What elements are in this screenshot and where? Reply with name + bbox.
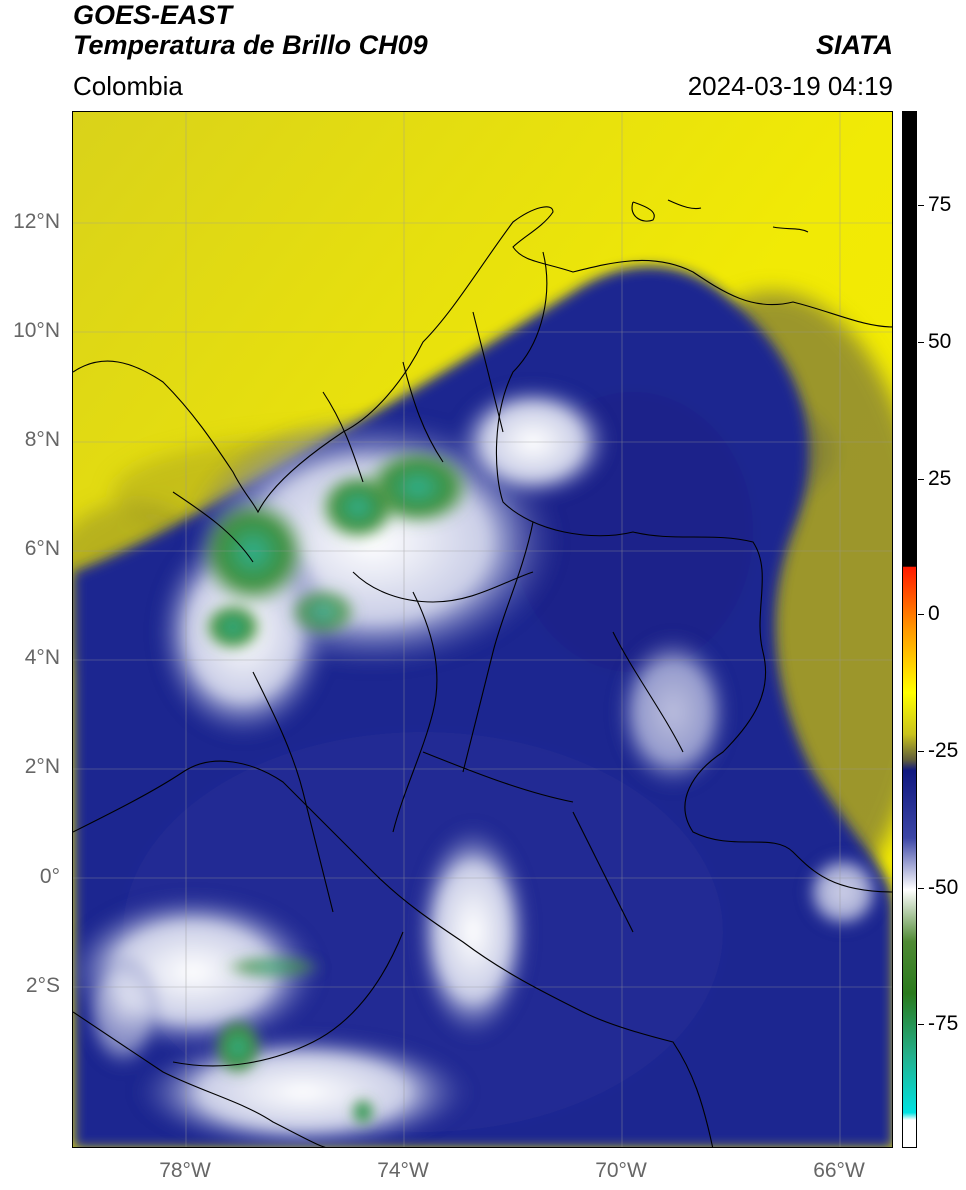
colorbar-label-minus25: -25 [928, 739, 959, 762]
lon-label-66w: 66°W [813, 1159, 865, 1182]
colorbar-tick-0 [918, 614, 924, 615]
lat-label-0: 0° [39, 865, 60, 888]
lat-label-2s: 2°S [25, 974, 60, 997]
colorbar-tick-25 [918, 479, 924, 480]
map-canvas [73, 112, 892, 1147]
timestamp-label: 2024-03-19 04:19 [687, 71, 893, 101]
colorbar-tick-minus50 [918, 888, 924, 889]
lon-label-70w: 70°W [595, 1159, 647, 1182]
region-label: Colombia [73, 71, 183, 101]
colorbar-label-50: 50 [928, 330, 952, 353]
temperature-colorbar [902, 111, 917, 1148]
colorbar-label-75: 75 [928, 193, 952, 216]
lat-label-12n: 12°N [13, 210, 60, 233]
colorbar-label-0: 0 [928, 602, 940, 625]
lat-label-6n: 6°N [24, 537, 60, 560]
colorbar-label-minus50: -50 [928, 876, 959, 899]
title-satellite: GOES-EAST [73, 0, 233, 30]
borders [73, 199, 892, 1147]
lat-label-10n: 10°N [13, 319, 60, 342]
colorbar-label-minus75: -75 [928, 1012, 959, 1035]
lat-label-4n: 4°N [24, 646, 60, 669]
colorbar-tick-minus75 [918, 1024, 924, 1025]
graticule [73, 112, 892, 1147]
convective-cores [198, 447, 473, 1126]
colorbar-label-25: 25 [928, 467, 952, 490]
title-product: Temperatura de Brillo CH09 [73, 30, 428, 60]
colorbar-tick-minus25 [918, 751, 924, 752]
colorbar-tick-50 [918, 342, 924, 343]
lon-label-78w: 78°W [159, 1159, 211, 1182]
lon-label-74w: 74°W [377, 1159, 429, 1182]
colorbar-tick-75 [918, 205, 924, 206]
lat-label-2n: 2°N [24, 755, 60, 778]
colorbar-gradient [903, 112, 916, 1147]
brand-label: SIATA [816, 30, 893, 60]
satellite-map[interactable] [72, 111, 893, 1148]
lat-label-8n: 8°N [24, 428, 60, 451]
